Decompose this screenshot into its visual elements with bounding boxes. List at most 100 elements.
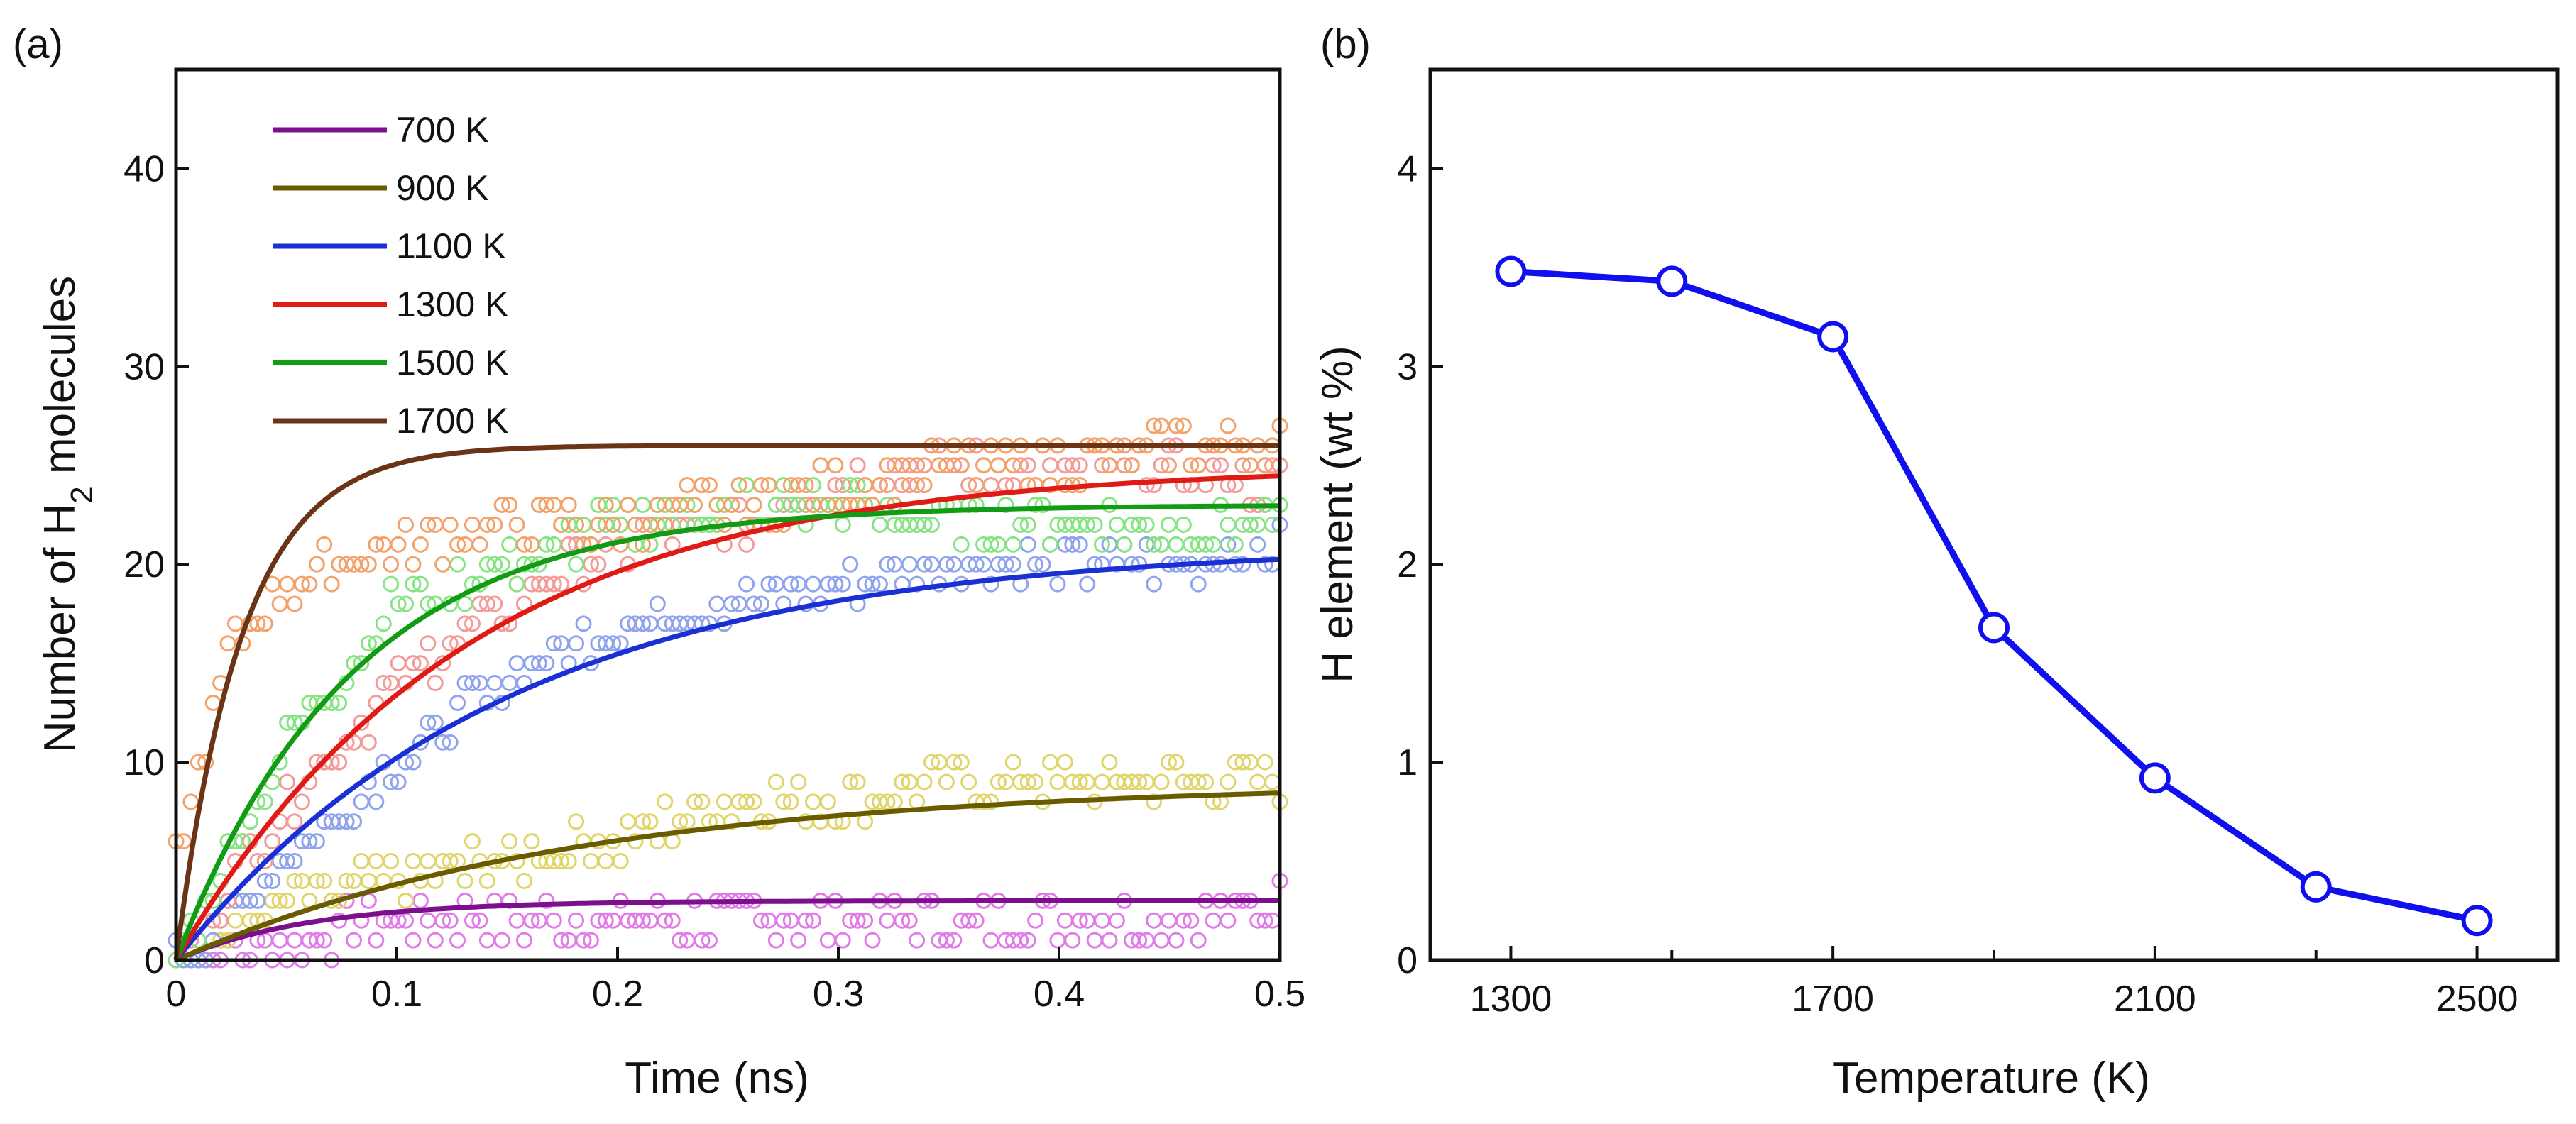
panel-a-scatter-point [427,714,444,731]
panel-a-scatter-point [938,932,955,949]
panel-a-scatter-point [990,773,1007,790]
panel-a-scatter-point [545,912,562,929]
panel-a-scatter-point [672,813,689,830]
panel-a-scatter-point [849,477,866,494]
panel-a-scatter-point [938,556,955,573]
panel-a-scatter-point [657,793,674,810]
panel-a-scatter-point [1234,556,1251,573]
panel-b-data-point [2139,762,2171,794]
panel-a-scatter-point [827,575,844,593]
panel-a-fit-line [173,503,1280,962]
panel-a-scatter-point [909,457,926,474]
panel-a-scatter-point [345,932,362,949]
panel-a-scatter-point [293,793,310,810]
panel-a-scatter-point [182,793,199,810]
panel-a-scatter-point [279,892,296,909]
panel-a-scatter-point [353,556,370,573]
panel-a-scatter-point [471,536,488,553]
panel-a-scatter-point [279,773,296,790]
panel-a-scatter-point [412,655,429,672]
panel-a-scatter-point [767,773,784,790]
panel-a-scatter-point [538,497,555,514]
panel-a-scatter-point [997,497,1014,514]
panel-a-scatter-point [464,912,481,929]
panel-a-scatter-point [1108,516,1125,533]
panel-a-scatter-point [286,932,303,949]
panel-a-scatter-point [286,714,303,731]
panel-a-scatter-point [1027,912,1044,929]
panel-a-scatter-point [968,912,985,929]
panel-b-label: (b) [1320,21,1371,67]
panel-a-scatter-point [760,575,777,593]
panel-a-scatter-point [1153,773,1170,790]
panel-a-scatter-point [449,694,466,711]
panel-a-scatter-point [752,912,769,929]
panel-a-scatter-point [420,635,437,652]
panel-a-scatter-point [501,497,518,514]
panel-a-fit-line [175,790,1281,963]
panel-a-scatter-point [1242,516,1259,533]
panel-a-scatter-point [1004,457,1021,474]
panel-a-scatter-point [1116,536,1133,553]
panel-a-scatter-point [968,477,985,494]
panel-a-scatter-point [708,595,725,612]
panel-a-scatter-point [1153,457,1170,474]
panel-a-scatter-point [226,615,243,632]
panel-a-scatter-point [560,497,577,514]
panel-a-scatter-point [1205,912,1222,929]
panel-a-scatter-point [338,813,355,830]
panel-a-scatter-point [301,833,318,850]
panel-a-scatter-point [360,734,377,751]
panel-a-scatter-point [279,575,296,593]
panel-a-scatter-point [434,912,451,929]
panel-a-scatter-point [723,497,740,514]
panel-a-scatter-point [1183,457,1200,474]
panel-a-scatter-point [634,912,651,929]
panel-a-scatter-point [486,556,503,573]
panel-a-scatter-point [1175,912,1192,929]
panel-a-scatter-point [968,556,985,573]
panel-a-scatter-point [420,714,437,731]
panel-a-y-tick-label: 10 [124,742,165,783]
panel-a-scatter-point [493,615,510,632]
panel-a-scatter-point [1079,575,1096,593]
panel-a-scatter-point [582,932,599,949]
panel-a-scatter-point [620,813,637,830]
panel-a-scatter-point [464,833,481,850]
panel-a-scatter-point [449,932,466,949]
panel-a-scatter-point [568,912,585,929]
panel-a-scatter-point [545,575,562,593]
panel-a-scatter-point [383,575,400,593]
panel-a-scatter-point [916,516,933,533]
panel-a-scatter-point [1064,536,1081,553]
panel-a-scatter-point [293,575,310,593]
panel-a-scatter-point [620,497,637,514]
panel-a-scatter-point [1190,932,1207,949]
panel-a-scatter-point [1131,516,1148,533]
panel-a-scatter-point [1190,773,1207,790]
panel-a-scatter-point [1212,457,1229,474]
legend-entry-label: 1300 K [396,285,508,324]
panel-a-scatter-point [375,675,392,692]
panel-a-scatter-point [1101,457,1118,474]
panel-a-scatter-point [1220,417,1237,434]
panel-a-scatter-point [353,853,370,870]
panel-a-scatter-point [694,932,711,949]
legend-entry-label: 1500 K [396,343,508,382]
panel-a-scatter-point [916,477,933,494]
panel-a-scatter-point [256,853,273,870]
panel-a-scatter-point [427,675,444,692]
panel-a-scatter-point [997,556,1014,573]
panel-a-scatter-point [1049,773,1066,790]
panel-b-x-tick-label: 2100 [2114,979,2196,1020]
panel-a-scatter-point [975,793,992,810]
panel-a-scatter-point [960,912,977,929]
panel-a-scatter-point [1041,536,1058,553]
panel-a-scatter-point [434,556,451,573]
panel-a-scatter-point [360,635,377,652]
panel-a-scatter-point [538,655,555,672]
panel-a-scatter-point [716,793,733,810]
panel-a-scatter-layer [168,417,1288,969]
panel-a-scatter-point [752,477,769,494]
panel-a-scatter-point [1168,754,1185,771]
